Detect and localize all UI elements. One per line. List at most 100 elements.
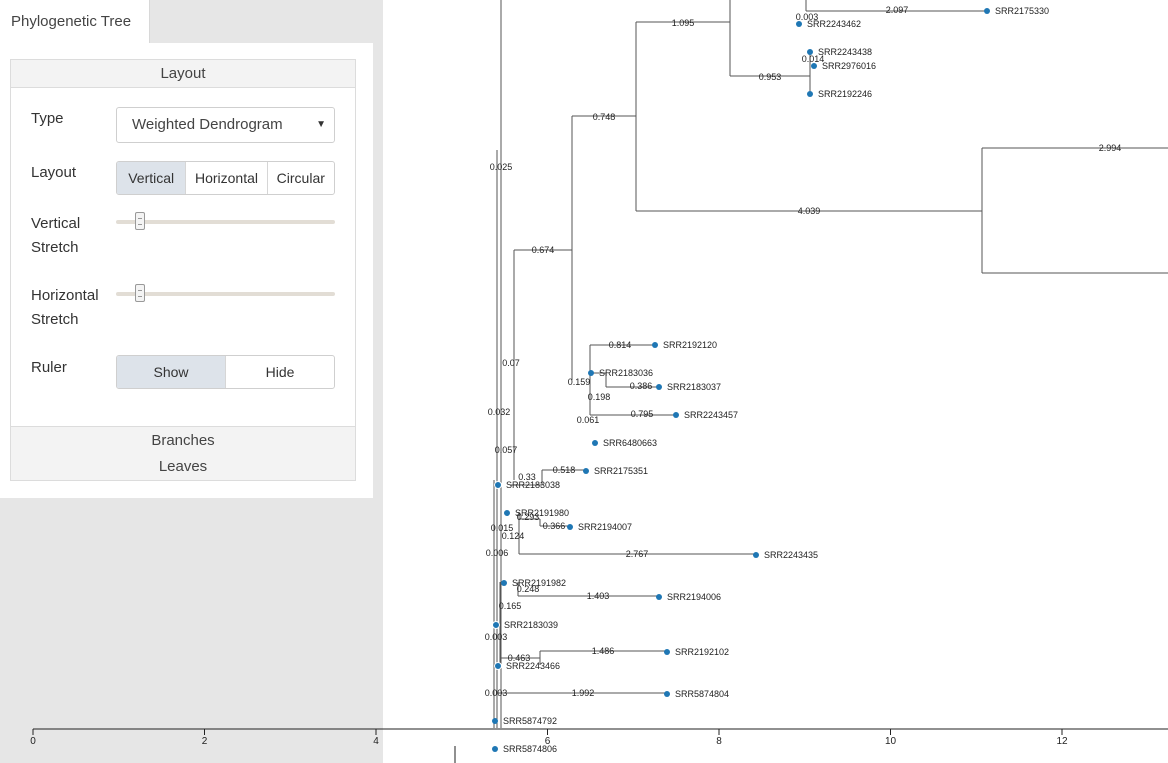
branch-length-label: 0.248: [517, 584, 540, 594]
leaf-label[interactable]: SRR2175330: [995, 6, 1049, 16]
tree-branches: [493, 0, 1168, 728]
tree-branch-11: [510, 469, 586, 486]
leaf-label[interactable]: SRR2183039: [504, 620, 558, 630]
leaf-label[interactable]: SRR2192246: [818, 89, 872, 99]
leaf-label[interactable]: SRR2192102: [675, 647, 729, 657]
leaf-node[interactable]: [811, 63, 817, 69]
chevron-down-icon: ▼: [316, 119, 326, 130]
leaf-label[interactable]: SRR2194007: [578, 522, 632, 532]
branch-length-label: 2.767: [626, 549, 649, 559]
leaf-node[interactable]: [664, 691, 670, 697]
leaf-label[interactable]: SRR5874806: [503, 744, 557, 754]
leaf-node[interactable]: [567, 524, 573, 530]
tree-branch-9: [589, 344, 676, 416]
leaf-label[interactable]: SRR2191982: [512, 578, 566, 588]
leaf-label[interactable]: SRR5874792: [503, 716, 557, 726]
leaf-node[interactable]: [796, 21, 802, 27]
leaf-node[interactable]: [592, 440, 598, 446]
leaf-node[interactable]: [664, 649, 670, 655]
branch-length-label: 0.198: [588, 392, 611, 402]
leaf-node[interactable]: [984, 8, 990, 14]
horizontal-stretch-label-line1: Horizontal: [31, 287, 99, 304]
leaf-label[interactable]: SRR2243438: [818, 47, 872, 57]
leaves-section-header[interactable]: Leaves: [11, 453, 355, 480]
branch-length-label: 0.124: [502, 531, 525, 541]
vertical-stretch-label: Vertical Stretch: [31, 212, 80, 260]
branch-length-labels: 1.095 0.003 2.097 0.953 0.014 0.748 2.994 4.039…: [485, 5, 1122, 698]
horizontal-stretch-slider[interactable]: [116, 284, 335, 304]
leaves-header-label: Leaves: [158, 458, 208, 475]
ruler-hide-button[interactable]: Hide: [265, 364, 295, 380]
settings-accordion: Layout Type Weighted Dendrogram ▼ Layout…: [10, 59, 356, 481]
leaf-node[interactable]: [494, 481, 502, 489]
ruler-tick-label: 4: [373, 736, 379, 747]
branch-length-label: 4.039: [798, 206, 821, 216]
branch-length-label: 0.795: [631, 409, 654, 419]
leaf-node[interactable]: [652, 342, 658, 348]
leaf-node[interactable]: [492, 746, 498, 752]
leaf-node[interactable]: [583, 468, 589, 474]
ruler-tick-label: 6: [545, 736, 551, 747]
leaf-node[interactable]: [588, 370, 594, 376]
leaf-node[interactable]: [494, 662, 502, 670]
ruler-tick-label: 12: [1056, 736, 1068, 747]
slider-track: [116, 220, 335, 224]
branches-header-label: Branches: [151, 432, 215, 449]
leaf-node[interactable]: [656, 594, 662, 600]
leaf-label[interactable]: SRR2243435: [764, 550, 818, 560]
ruler-toggle-group: Show Hide: [116, 355, 335, 389]
leaf-label[interactable]: SRR2175351: [594, 466, 648, 476]
slider-track: [116, 292, 335, 296]
branch-length-label: 0.015: [491, 523, 514, 533]
branch-length-label: 0.748: [593, 112, 616, 122]
leaf-label[interactable]: SRR2976016: [822, 61, 876, 71]
leaf-node[interactable]: [807, 91, 813, 97]
leaf-label[interactable]: SRR5874804: [675, 689, 729, 699]
branch-length-label: 0.003: [485, 688, 508, 698]
vertical-stretch-label-line1: Vertical: [31, 215, 81, 232]
branch-length-label: 0.463: [508, 653, 531, 663]
leaf-label[interactable]: SRR2194006: [667, 592, 721, 602]
slider-thumb[interactable]: [135, 212, 145, 230]
ruler-show-button[interactable]: Show: [117, 356, 226, 388]
leaf-labels: SRR2175330 SRR2243462 SRR2243438 SRR2976016…: [503, 6, 1049, 754]
leaf-label[interactable]: SRR2192120: [663, 340, 717, 350]
layout-vertical-button[interactable]: Vertical: [117, 162, 187, 194]
leaf-label[interactable]: SRR2243466: [506, 661, 560, 671]
leaf-label[interactable]: SRR2191980: [515, 508, 569, 518]
layout-circular-button[interactable]: Circular: [276, 170, 325, 186]
branch-length-label: 1.403: [587, 591, 610, 601]
branch-length-label: 0.386: [630, 381, 653, 391]
branch-length-label: 0.025: [490, 162, 513, 172]
branch-length-label: 0.159: [568, 377, 591, 387]
leaf-node[interactable]: [673, 412, 679, 418]
layout-type-label: Layout: [31, 164, 77, 181]
layout-horizontal-button[interactable]: Horizontal: [186, 162, 268, 194]
leaf-label[interactable]: SRR2183037: [667, 382, 721, 392]
branch-length-label: 0.006: [486, 548, 509, 558]
branch-length-label: 0.061: [577, 415, 600, 425]
leaf-node[interactable]: [503, 509, 511, 517]
layout-toggle-group: Vertical Horizontal Circular: [116, 161, 335, 195]
leaf-node[interactable]: [501, 580, 507, 586]
tab-label: Phylogenetic Tree: [11, 13, 132, 30]
leaf-label[interactable]: SRR2183038: [506, 480, 560, 490]
tree-branch-6: [571, 115, 636, 380]
branch-length-label: 0.057: [495, 445, 518, 455]
tree-type-select[interactable]: Weighted Dendrogram ▼: [116, 107, 335, 143]
leaf-label[interactable]: SRR6480663: [603, 438, 657, 448]
leaf-node[interactable]: [807, 49, 813, 55]
leaf-node[interactable]: [753, 552, 759, 558]
vertical-stretch-slider[interactable]: [116, 212, 335, 232]
layout-section-header[interactable]: Layout: [11, 60, 355, 88]
leaf-node[interactable]: [492, 718, 498, 724]
leaf-label[interactable]: SRR2183036: [599, 368, 653, 378]
leaf-label[interactable]: SRR2243457: [684, 410, 738, 420]
tab-phylogenetic-tree[interactable]: Phylogenetic Tree: [0, 0, 150, 43]
slider-thumb[interactable]: [135, 284, 145, 302]
leaf-node[interactable]: [492, 621, 500, 629]
leaf-label[interactable]: SRR2243462: [807, 19, 861, 29]
type-label: Type: [31, 110, 64, 127]
leaf-node[interactable]: [656, 384, 662, 390]
